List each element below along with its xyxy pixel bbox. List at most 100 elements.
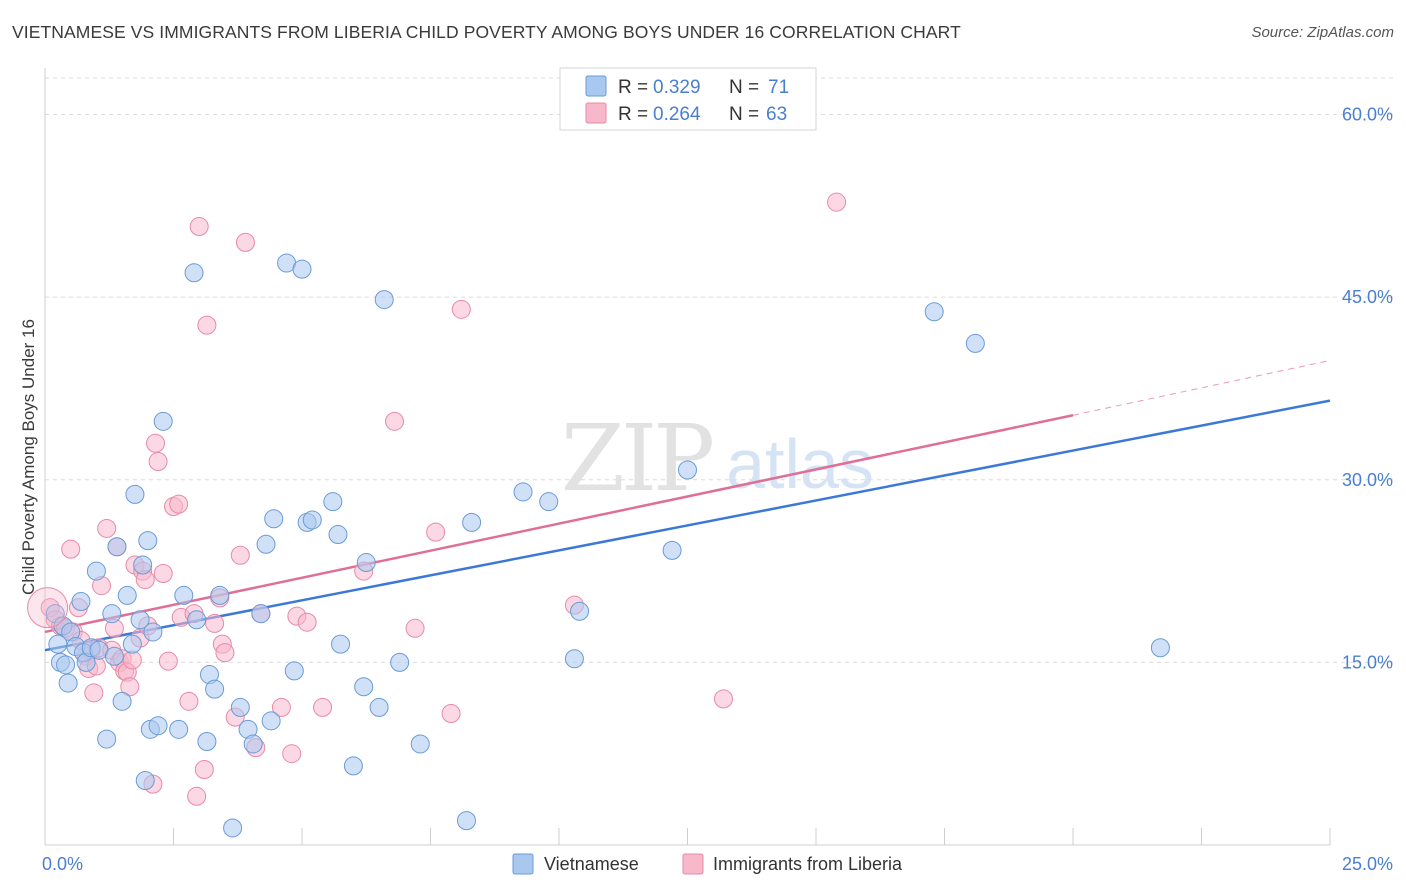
legend-r-label-vietnamese: R = bbox=[618, 77, 648, 98]
point-vietnamese bbox=[292, 259, 312, 279]
point-vietnamese bbox=[184, 263, 204, 283]
point-liberia bbox=[215, 643, 235, 663]
point-vietnamese bbox=[86, 561, 106, 581]
point-vietnamese bbox=[205, 679, 225, 699]
point-vietnamese bbox=[153, 411, 173, 431]
grid-lines bbox=[45, 77, 1393, 663]
point-vietnamese bbox=[284, 661, 304, 681]
legend-swatch-vietnamese bbox=[585, 75, 607, 97]
point-vietnamese bbox=[230, 697, 250, 717]
point-liberia-large bbox=[27, 587, 69, 629]
point-liberia bbox=[148, 452, 168, 471]
point-vietnamese bbox=[243, 734, 263, 754]
x-tick-label: 25.0% bbox=[1342, 854, 1393, 874]
point-liberia bbox=[194, 760, 214, 780]
point-liberia bbox=[122, 650, 142, 670]
point-vietnamese bbox=[456, 811, 476, 831]
point-vietnamese bbox=[261, 711, 281, 731]
point-liberia bbox=[179, 691, 199, 711]
point-liberia bbox=[189, 217, 209, 237]
point-vietnamese bbox=[130, 610, 150, 630]
point-vietnamese bbox=[71, 592, 91, 612]
legend-r-value-vietnamese: 0.329 bbox=[653, 77, 701, 98]
chart-source: Source: ZipAtlas.com bbox=[1251, 24, 1394, 41]
point-liberia bbox=[235, 232, 255, 252]
point-vietnamese bbox=[264, 509, 284, 529]
axes bbox=[44, 68, 1331, 846]
legend-bottom-swatch-liberia bbox=[682, 853, 704, 875]
point-liberia bbox=[313, 697, 333, 717]
watermark: ZIP atlas bbox=[561, 405, 874, 512]
point-vietnamese bbox=[187, 610, 207, 630]
point-vietnamese bbox=[924, 302, 944, 322]
point-vietnamese bbox=[138, 531, 158, 551]
point-vietnamese bbox=[174, 585, 194, 605]
legend-n-value-liberia: 63 bbox=[766, 104, 787, 125]
point-vietnamese bbox=[564, 649, 584, 669]
tick-labels: 15.0% 30.0% 45.0% 60.0% 0.0% 25.0% bbox=[42, 105, 1393, 874]
point-liberia bbox=[120, 677, 140, 697]
legend-r-value-liberia: 0.264 bbox=[653, 104, 701, 125]
trend-line-liberia bbox=[44, 414, 1074, 634]
watermark-atlas: atlas bbox=[726, 425, 874, 503]
point-vietnamese bbox=[104, 646, 124, 666]
point-vietnamese bbox=[135, 770, 155, 790]
point-liberia bbox=[61, 539, 81, 559]
point-liberia bbox=[169, 494, 189, 514]
legend-n-value-vietnamese: 71 bbox=[768, 77, 789, 98]
point-vietnamese bbox=[343, 756, 363, 776]
chart-title: VIETNAMESE VS IMMIGRANTS FROM LIBERIA CH… bbox=[12, 22, 961, 42]
x-tick-label: 0.0% bbox=[42, 854, 83, 874]
legend-bottom-swatch-vietnamese bbox=[512, 853, 534, 875]
point-liberia bbox=[426, 522, 446, 542]
point-vietnamese bbox=[678, 460, 697, 480]
point-liberia bbox=[153, 564, 173, 584]
point-liberia bbox=[282, 744, 302, 764]
point-liberia bbox=[827, 192, 847, 212]
data-points bbox=[27, 192, 1170, 838]
point-liberia bbox=[713, 689, 733, 709]
point-vietnamese bbox=[374, 290, 394, 310]
point-vietnamese bbox=[223, 818, 243, 838]
point-vietnamese bbox=[570, 601, 590, 621]
y-tick-label: 30.0% bbox=[1342, 470, 1393, 490]
point-vietnamese bbox=[354, 677, 374, 697]
point-liberia bbox=[441, 704, 461, 724]
legend-r-label-liberia: R = bbox=[618, 104, 648, 125]
legend-n-label-liberia: N = bbox=[729, 104, 759, 125]
point-vietnamese bbox=[117, 585, 137, 605]
point-vietnamese bbox=[323, 492, 343, 512]
legend-bottom-label-liberia: Immigrants from Liberia bbox=[713, 854, 903, 874]
point-vietnamese bbox=[122, 634, 142, 654]
point-vietnamese bbox=[965, 333, 985, 353]
point-liberia bbox=[197, 315, 217, 335]
point-liberia bbox=[271, 697, 291, 717]
point-liberia bbox=[205, 613, 225, 633]
point-liberia bbox=[158, 651, 178, 671]
point-vietnamese bbox=[539, 492, 559, 512]
point-vietnamese bbox=[107, 537, 127, 557]
trend-lines-liberia bbox=[44, 359, 1331, 634]
legend-bottom-label-vietnamese: Vietnamese bbox=[544, 854, 639, 874]
point-vietnamese bbox=[356, 553, 376, 573]
point-vietnamese bbox=[513, 482, 533, 502]
point-liberia bbox=[385, 411, 405, 431]
point-liberia bbox=[187, 786, 207, 806]
point-vietnamese bbox=[251, 604, 271, 624]
point-vietnamese bbox=[112, 691, 132, 711]
legend-swatch-liberia bbox=[585, 102, 607, 124]
point-vietnamese bbox=[148, 716, 168, 736]
point-vietnamese bbox=[210, 585, 230, 605]
point-vietnamese bbox=[331, 634, 351, 654]
y-tick-label: 45.0% bbox=[1342, 287, 1393, 307]
point-vietnamese bbox=[369, 697, 389, 717]
point-liberia bbox=[146, 433, 166, 453]
watermark-zip: ZIP bbox=[561, 405, 712, 512]
legend-n-label-vietnamese: N = bbox=[729, 77, 759, 98]
point-liberia bbox=[405, 618, 425, 638]
point-vietnamese bbox=[1150, 638, 1170, 658]
point-vietnamese bbox=[390, 652, 410, 672]
point-liberia bbox=[84, 683, 104, 703]
point-vietnamese bbox=[256, 534, 276, 554]
